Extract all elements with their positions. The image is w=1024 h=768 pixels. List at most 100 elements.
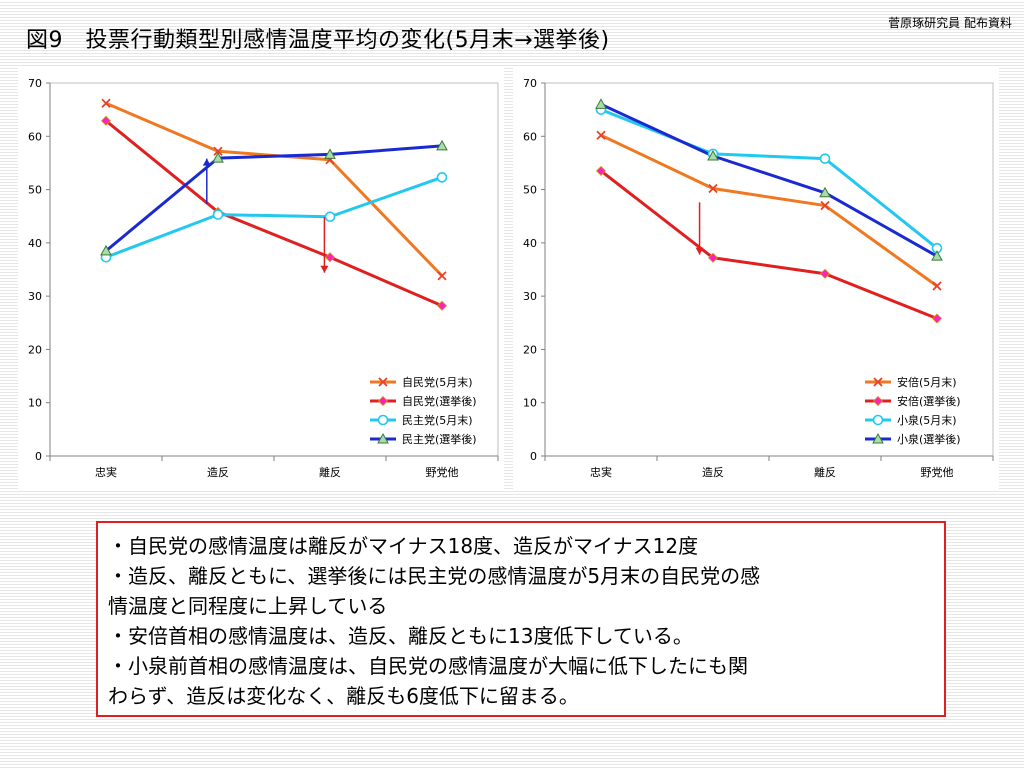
right-data-point: [931, 313, 943, 324]
legend-label: 小泉(5月末): [897, 413, 957, 427]
left-series-line-3: [105, 144, 443, 253]
x-tick-label: 野党他: [426, 466, 459, 479]
y-tick-label: 70: [28, 77, 42, 90]
y-tick-label: 50: [28, 184, 42, 197]
marker-x-stroke: [437, 271, 447, 281]
x-tick-label: 忠実: [95, 465, 117, 479]
right-data-point: [707, 149, 719, 161]
left-data-point: [436, 139, 448, 151]
line-chart-left: 0 10 20 30 40 50 60 70 忠実 造反 離反 野党他 自民党(5月末) 自民党(選挙後)…: [28, 77, 499, 479]
legend-label: 小泉(選挙後): [897, 432, 961, 446]
left-arrow-up-icon: [202, 158, 211, 204]
y-tick-label: 30: [28, 290, 42, 303]
left-data-point: [213, 146, 223, 156]
legend-marker: [872, 395, 884, 407]
legend-label: 民主党(5月末): [402, 413, 473, 427]
left-legend-item: 民主党(5月末): [370, 413, 473, 427]
y-tick-label: 60: [28, 130, 42, 143]
legend-marker: [872, 414, 884, 426]
x-tick-label: 造反: [207, 465, 229, 479]
left-series-markers-0: [101, 98, 447, 281]
left-legend-item: 民主党(選挙後): [370, 432, 477, 446]
right-data-point: [595, 98, 607, 109]
legend-marker: [377, 414, 389, 426]
marker-x-stroke: [101, 98, 111, 108]
right-legend-item: 小泉(5月末): [865, 413, 957, 427]
right-data-point: [819, 268, 831, 279]
left-series-markers-3: [100, 139, 448, 256]
x-tick-label: 造反: [702, 465, 724, 479]
right-series-line-3: [600, 102, 938, 258]
left-data-point: [212, 209, 224, 220]
chart-panel-left: 0 10 20 30 40 50 60 70 忠実 造反 離反 野党他 自民党(5月末) 自民党(選挙後)…: [18, 66, 504, 490]
x-tick-label: 離反: [319, 465, 341, 479]
right-data-point: [708, 183, 718, 194]
left-data-point: [437, 271, 447, 281]
note-line: ・造反、離反ともに、選挙後には民主党の感情温度が5月末の自民党の感: [108, 564, 761, 588]
legend-label: 安倍(選挙後): [897, 394, 961, 408]
left-data-point: [324, 211, 336, 223]
right-arrow-down-icon: [695, 202, 704, 255]
marker-x-stroke: [932, 281, 942, 291]
note-line: わらず、造反は変化なく、離反も6度低下に留まる。: [108, 684, 579, 708]
y-tick-label: 40: [28, 237, 42, 250]
note-line: ・小泉前首相の感情温度は、自民党の感情温度が大幅に低下したにも関: [108, 654, 748, 678]
legend-marker: [377, 432, 389, 444]
legend-marker: [378, 377, 388, 387]
right-series-markers-3: [595, 98, 943, 261]
left-series-line-1: [105, 119, 443, 308]
right-series-markers-0: [596, 130, 942, 291]
y-tick-label: 60: [523, 130, 537, 143]
left-series-line-0: [105, 101, 444, 277]
y-tick-label: 10: [28, 397, 42, 410]
legend-marker: [377, 395, 389, 407]
marker-x-stroke: [708, 183, 718, 194]
y-tick-label: 30: [523, 290, 537, 303]
line-chart-right: 0 10 20 30 40 50 60 70 忠実 造反 離反 野党他 安倍(5月末) 安倍(選挙後) 小泉…: [523, 77, 994, 479]
right-legend-item: 安倍(選挙後): [865, 394, 961, 408]
y-tick-label: 0: [35, 450, 42, 463]
x-tick-label: 野党他: [921, 466, 954, 479]
left-data-point: [100, 244, 112, 256]
marker-x-stroke: [378, 377, 388, 387]
left-legend-item: 自民党(5月末): [370, 375, 473, 389]
note-line: 情温度と同程度に上昇している: [108, 594, 388, 618]
arrow-head: [320, 265, 329, 273]
right-series-line-1: [600, 169, 938, 320]
right-data-point: [596, 130, 606, 140]
y-tick-label: 20: [523, 343, 537, 356]
marker-x-stroke: [596, 130, 606, 140]
right-legend-item: 安倍(5月末): [865, 375, 957, 389]
right-data-point: [819, 153, 831, 164]
left-data-point: [101, 98, 111, 108]
y-tick-label: 50: [523, 184, 537, 197]
right-data-point: [820, 200, 830, 211]
left-data-point: [324, 148, 336, 159]
left-data-point: [100, 115, 112, 126]
legend-label: 民主党(選挙後): [402, 432, 477, 446]
marker-x-stroke: [820, 200, 830, 211]
right-legend-item: 小泉(選挙後): [865, 432, 961, 446]
y-tick-label: 70: [523, 77, 537, 90]
y-tick-label: 0: [530, 450, 537, 463]
y-tick-label: 10: [523, 397, 537, 410]
x-tick-label: 忠実: [590, 465, 612, 479]
note-line: ・安倍首相の感情温度は、造反、離反ともに13度低下している。: [108, 624, 693, 648]
right-series-line-0: [600, 133, 938, 288]
left-legend-item: 自民党(選挙後): [370, 394, 477, 408]
chart-panel-right: 0 10 20 30 40 50 60 70 忠実 造反 離反 野党他 安倍(5月末) 安倍(選挙後) 小泉…: [513, 66, 999, 490]
legend-label: 自民党(5月末): [402, 375, 473, 389]
right-data-point: [932, 281, 942, 291]
right-data-point: [931, 250, 943, 261]
note-line: ・自民党の感情温度は離反がマイナス18度、造反がマイナス12度: [108, 534, 699, 558]
legend-marker: [873, 377, 883, 387]
right-data-point: [707, 252, 719, 263]
legend-label: 自民党(選挙後): [402, 394, 477, 408]
arrow-head: [695, 247, 704, 255]
author-credit: 菅原琢研究員 配布資料: [888, 16, 1012, 30]
right-data-point: [819, 186, 831, 198]
page-title: 図9 投票行動類型別感情温度平均の変化(5月末→選挙後): [26, 28, 610, 53]
left-data-point: [212, 152, 224, 163]
y-tick-label: 40: [523, 237, 537, 250]
legend-marker: [872, 432, 884, 444]
